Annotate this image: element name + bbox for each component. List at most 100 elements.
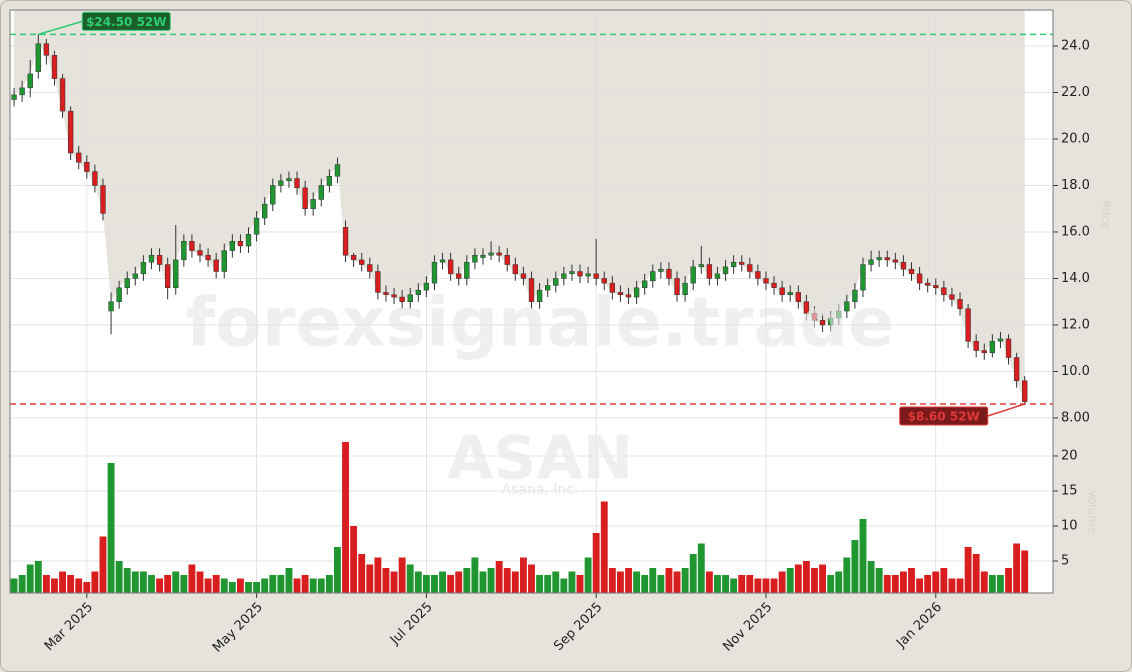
volume-bar	[592, 532, 600, 593]
volume-bar	[325, 575, 333, 593]
volume-bar	[374, 557, 382, 593]
candle-body	[100, 185, 106, 214]
volume-bar	[980, 571, 988, 593]
candle-body	[633, 287, 640, 298]
candle-body	[124, 278, 130, 289]
candle-body	[658, 268, 664, 272]
candle-body	[908, 268, 915, 275]
volume-bar	[180, 575, 188, 593]
candle-body	[884, 257, 890, 261]
candle-body	[262, 203, 268, 219]
candle-body	[682, 282, 688, 295]
volume-bar	[253, 582, 261, 593]
volume-tick-label: 10	[1061, 518, 1078, 533]
candle-body	[132, 273, 138, 279]
annotation-arrow	[987, 403, 1025, 417]
volume-bar	[519, 557, 527, 593]
candle-body	[156, 254, 163, 265]
volume-tick-label: 20	[1061, 448, 1078, 463]
volume-bar	[722, 575, 729, 593]
candle-body	[836, 310, 842, 319]
volume-tick-label: 5	[1061, 554, 1069, 569]
candle-body	[876, 257, 882, 261]
candle-body	[1022, 380, 1028, 402]
candle-body	[496, 252, 502, 256]
volume-bar	[859, 518, 867, 593]
volume-bar	[786, 568, 794, 593]
volume-bar	[754, 578, 762, 593]
volume-bar	[471, 557, 479, 593]
volume-bar	[1021, 550, 1029, 593]
volume-bar	[107, 462, 115, 593]
volume-bar	[924, 575, 932, 593]
y-axis-label: Price	[1099, 200, 1113, 229]
candle-body	[19, 87, 25, 96]
candle-body	[431, 261, 438, 284]
volume-bar	[188, 564, 196, 593]
candle-body	[925, 282, 931, 286]
volume-bar	[681, 568, 689, 593]
candle-body	[819, 320, 826, 326]
candle-body	[326, 175, 333, 186]
volume-bar	[560, 578, 568, 593]
volume-bar	[131, 571, 139, 593]
volume-bar	[843, 557, 851, 593]
candle-body	[625, 294, 632, 298]
candle-body	[706, 264, 713, 279]
volume-bar	[665, 568, 673, 593]
candle-body	[997, 338, 1004, 342]
volume-bar	[487, 568, 495, 593]
y-tick-label: 16.0	[1061, 224, 1090, 239]
candle-body	[860, 264, 866, 291]
volume-bar	[1005, 568, 1012, 593]
candle-body	[916, 273, 923, 284]
annotation-arrow	[38, 20, 83, 36]
volume-bar	[366, 564, 374, 593]
volume-bar	[382, 568, 390, 593]
volume-bar	[608, 568, 616, 593]
candle-body	[852, 289, 858, 302]
candle-body	[779, 287, 785, 295]
volume-bar	[204, 578, 212, 593]
volume-bar	[714, 575, 721, 593]
volume-bar	[908, 568, 915, 593]
candle-body	[787, 292, 793, 295]
volume-bar	[220, 578, 228, 593]
candle-body	[399, 296, 405, 302]
volume-bar	[67, 575, 75, 593]
volume-bar	[576, 575, 584, 593]
y-tick-label: 10.0	[1061, 364, 1090, 379]
candle-body	[957, 299, 963, 309]
candle-body	[739, 261, 745, 265]
volume-bar	[99, 536, 107, 593]
candle-body	[294, 178, 300, 189]
candle-body	[439, 259, 446, 263]
volume-bar	[762, 578, 770, 593]
candle-body	[197, 250, 203, 256]
volume-bar	[536, 575, 544, 593]
candle-body	[722, 266, 729, 275]
volume-bar	[463, 568, 471, 593]
volume-bar	[293, 578, 301, 593]
candle-body	[92, 171, 98, 186]
candle-body	[989, 340, 996, 354]
candle-body	[811, 313, 818, 321]
volume-bar	[398, 557, 406, 593]
volume-bar	[10, 578, 18, 593]
candle-body	[391, 294, 397, 298]
candle-body	[51, 55, 58, 79]
candle-body	[116, 287, 122, 302]
volume-bar	[633, 571, 641, 593]
candle-body	[868, 259, 874, 265]
candle-body	[803, 301, 810, 314]
volume-bar	[156, 578, 164, 593]
candle-body	[844, 301, 850, 312]
candle-body	[253, 217, 260, 235]
candle-body	[714, 273, 721, 279]
volume-bar	[406, 564, 414, 593]
volume-bar	[657, 575, 665, 593]
volume-bar	[997, 575, 1004, 593]
volume-bar	[42, 575, 50, 593]
candle-body	[569, 271, 575, 275]
candle-body	[512, 264, 519, 275]
